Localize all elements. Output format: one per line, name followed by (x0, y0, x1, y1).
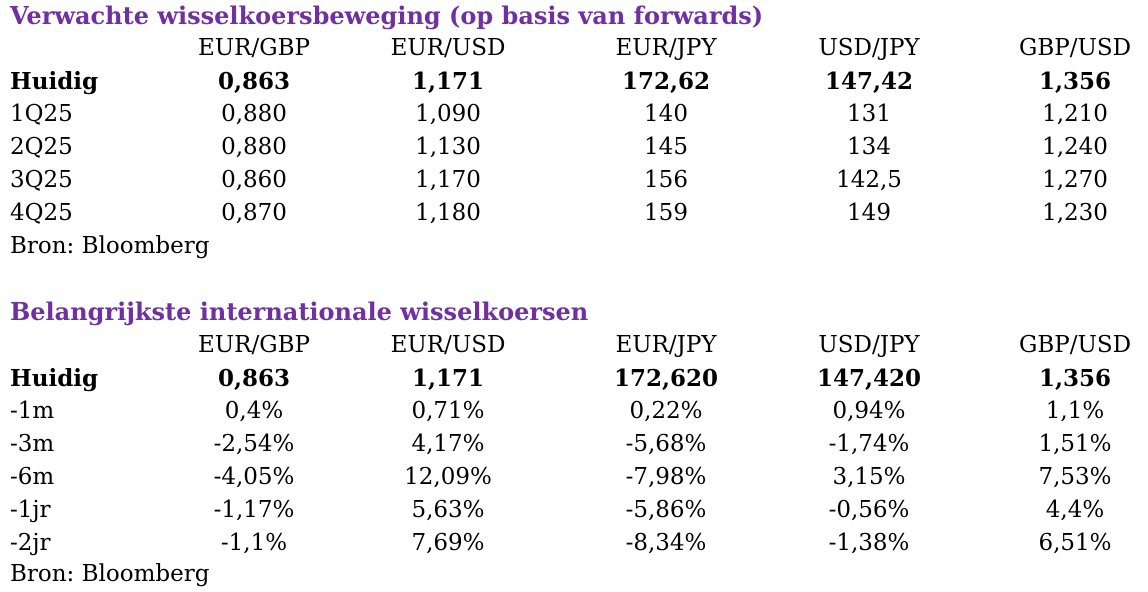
table-cell: 1,51% (1038, 431, 1112, 457)
column-header: EUR/JPY (615, 332, 717, 358)
table-cell: 4,17% (411, 431, 485, 457)
table-row: 4Q25 0,870 1,180 159 149 1,230 (0, 197, 1148, 230)
rates-table-title: Belangrijkste internationale wisselkoers… (10, 297, 589, 326)
table-row: -2jr -1,1% 7,69% -8,34% -1,38% 6,51% (0, 527, 1148, 560)
table-cell: 0,863 (217, 365, 291, 392)
table-cell: -1,1% (220, 530, 288, 556)
table-cell: 131 (847, 101, 891, 127)
table-row: -3m -2,54% 4,17% -5,68% -1,74% 1,51% (0, 428, 1148, 461)
row-label: Huidig (10, 68, 99, 95)
table-cell: 147,420 (816, 365, 922, 392)
table-cell: 6,51% (1038, 530, 1112, 556)
table-cell: 7,53% (1038, 464, 1112, 490)
column-header: EUR/GBP (198, 35, 310, 61)
table-cell: 1,171 (411, 365, 485, 392)
table-cell: 1,210 (1042, 101, 1108, 127)
table-cell: 1,180 (415, 200, 481, 226)
row-label: Huidig (10, 365, 99, 392)
table-row: -1jr -1,17% 5,63% -5,86% -0,56% 4,4% (0, 494, 1148, 527)
column-header: GBP/USD (1018, 35, 1132, 61)
table-cell: 0,71% (411, 398, 485, 424)
table-cell: 1,270 (1042, 167, 1108, 193)
source-note: Bron: Bloomberg (10, 233, 210, 259)
table-row: -6m -4,05% 12,09% -7,98% 3,15% 7,53% (0, 461, 1148, 494)
table-cell: -8,34% (625, 530, 707, 556)
table-cell: 5,63% (411, 497, 485, 523)
table-cell: 0,880 (221, 101, 287, 127)
column-header: EUR/USD (390, 35, 506, 61)
source-note: Bron: Bloomberg (10, 561, 210, 587)
table-cell: 149 (847, 200, 891, 226)
column-header: USD/JPY (818, 332, 920, 358)
table-cell: 142,5 (836, 167, 902, 193)
column-header: EUR/GBP (198, 332, 310, 358)
row-label: 2Q25 (10, 134, 73, 160)
table-cell: -4,05% (213, 464, 295, 490)
table-cell: 3,15% (832, 464, 906, 490)
table-cell: 1,356 (1038, 365, 1112, 392)
table-cell: 1,230 (1042, 200, 1108, 226)
rates-table-header-row: EUR/GBP EUR/USD EUR/JPY USD/JPY GBP/USD (0, 329, 1148, 362)
column-header: EUR/USD (390, 332, 506, 358)
table-row: Huidig 0,863 1,171 172,620 147,420 1,356 (0, 362, 1148, 395)
table-cell: 147,42 (824, 68, 914, 95)
table-row: 2Q25 0,880 1,130 145 134 1,240 (0, 131, 1148, 164)
row-label: 1Q25 (10, 101, 73, 127)
table-cell: -5,86% (625, 497, 707, 523)
table-cell: 4,4% (1045, 497, 1105, 523)
table-cell: 7,69% (411, 530, 485, 556)
table-cell: 159 (644, 200, 688, 226)
table-cell: 145 (644, 134, 688, 160)
table-cell: 1,090 (415, 101, 481, 127)
table-cell: -5,68% (625, 431, 707, 457)
column-header: GBP/USD (1018, 332, 1132, 358)
table-cell: -1,17% (213, 497, 295, 523)
forward-table-header-row: EUR/GBP EUR/USD EUR/JPY USD/JPY GBP/USD (0, 32, 1148, 65)
row-label: -1m (10, 398, 55, 424)
table-cell: 172,62 (621, 68, 711, 95)
table-row: Huidig 0,863 1,171 172,62 147,42 1,356 (0, 65, 1148, 98)
table-cell: 1,240 (1042, 134, 1108, 160)
table-cell: 140 (644, 101, 688, 127)
row-label: 4Q25 (10, 200, 73, 226)
table-cell: 1,170 (415, 167, 481, 193)
table-row: -1m 0,4% 0,71% 0,22% 0,94% 1,1% (0, 395, 1148, 428)
table-cell: 1,356 (1038, 68, 1112, 95)
row-label: -3m (10, 431, 55, 457)
table-cell: 0,4% (224, 398, 284, 424)
table-row: 3Q25 0,860 1,170 156 142,5 1,270 (0, 164, 1148, 197)
row-label: 3Q25 (10, 167, 73, 193)
table-cell: 0,880 (221, 134, 287, 160)
table-cell: 1,1% (1045, 398, 1105, 424)
table-cell: 12,09% (404, 464, 492, 490)
forward-table-title: Verwachte wisselkoersbeweging (op basis … (10, 1, 764, 30)
row-label: -1jr (10, 497, 51, 523)
table-cell: -1,38% (828, 530, 910, 556)
column-header: USD/JPY (818, 35, 920, 61)
table-cell: -2,54% (213, 431, 295, 457)
row-label: -2jr (10, 530, 51, 556)
table-cell: 0,94% (832, 398, 906, 424)
table-cell: 1,171 (411, 68, 485, 95)
table-cell: -1,74% (828, 431, 910, 457)
table-cell: -0,56% (828, 497, 910, 523)
table-cell: -7,98% (625, 464, 707, 490)
table-row: 1Q25 0,880 1,090 140 131 1,210 (0, 98, 1148, 131)
table-cell: 134 (847, 134, 891, 160)
column-header: EUR/JPY (615, 35, 717, 61)
table-cell: 0,870 (221, 200, 287, 226)
table-cell: 156 (644, 167, 688, 193)
table-cell: 0,22% (629, 398, 703, 424)
table-cell: 1,130 (415, 134, 481, 160)
table-cell: 0,860 (221, 167, 287, 193)
row-label: -6m (10, 464, 55, 490)
table-cell: 172,620 (613, 365, 719, 392)
table-cell: 0,863 (217, 68, 291, 95)
